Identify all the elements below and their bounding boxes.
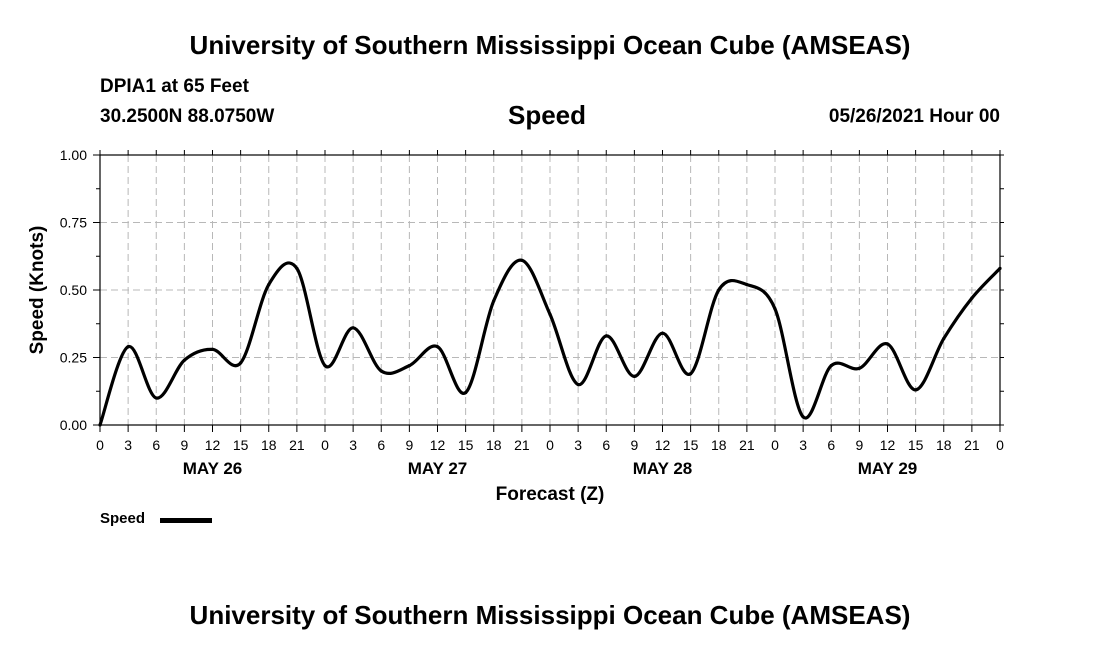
speed-data-point [267, 283, 271, 287]
page-title-top: University of Southern Mississippi Ocean… [189, 30, 911, 60]
x-tick-label: 15 [233, 437, 249, 453]
x-tick-label: 9 [180, 437, 188, 453]
x-tick-label: 3 [574, 437, 582, 453]
speed-data-point [295, 266, 299, 270]
speed-data-point [323, 364, 327, 368]
speed-data-point [464, 391, 468, 395]
day-label: MAY 26 [183, 459, 243, 478]
x-axis-label: Forecast (Z) [496, 484, 605, 505]
x-tick-label: 18 [936, 437, 952, 453]
day-label: MAY 27 [408, 459, 468, 478]
x-tick-label: 6 [602, 437, 610, 453]
y-tick-label: 0.00 [60, 417, 87, 433]
speed-data-point [632, 374, 636, 378]
speed-data-point [773, 307, 777, 311]
speed-data-point [379, 369, 383, 373]
x-tick-label: 18 [486, 437, 502, 453]
x-tick-label: 21 [739, 437, 755, 453]
x-tick-label: 6 [827, 437, 835, 453]
speed-data-point [520, 258, 524, 262]
x-tick-label: 15 [458, 437, 474, 453]
speed-data-point [576, 382, 580, 387]
x-tick-label: 3 [124, 437, 132, 453]
x-tick-label: 18 [261, 437, 277, 453]
speed-data-point [829, 364, 833, 368]
speed-data-point [604, 334, 608, 338]
speed-data-point [689, 372, 693, 376]
x-tick-label: 21 [514, 437, 530, 453]
x-tick-label: 12 [880, 437, 896, 453]
speed-data-point [970, 296, 974, 300]
y-axis-label: Speed (Knots) [27, 226, 48, 355]
speed-data-point [351, 326, 355, 330]
speed-data-point [154, 396, 158, 400]
x-tick-label: 12 [655, 437, 671, 453]
x-tick-label: 9 [405, 437, 413, 453]
coordinates-label: 30.2500N 88.0750W [100, 106, 275, 127]
speed-data-point [182, 358, 186, 362]
forecast-date-label: 05/26/2021 Hour 00 [828, 106, 1000, 127]
speed-data-point [98, 423, 102, 427]
speed-data-point [548, 312, 552, 316]
x-tick-label: 15 [908, 437, 924, 453]
x-tick-label: 3 [349, 437, 357, 453]
legend-label: Speed [100, 510, 146, 527]
y-tick-label: 0.75 [60, 215, 87, 231]
x-tick-label: 15 [683, 437, 699, 453]
x-tick-label: 6 [152, 437, 160, 453]
speed-data-point [239, 361, 243, 365]
day-label: MAY 28 [633, 459, 693, 478]
x-tick-label: 9 [630, 437, 638, 453]
x-tick-label: 0 [996, 437, 1004, 453]
speed-data-point [435, 345, 440, 349]
speed-data-point [492, 299, 496, 303]
speed-data-point [717, 288, 721, 292]
speed-data-point [998, 266, 1002, 270]
speed-data-point [942, 337, 946, 341]
speed-data-point [857, 366, 861, 370]
speed-data-point [210, 347, 215, 351]
y-tick-label: 1.00 [60, 147, 87, 163]
speed-data-point [801, 415, 805, 419]
page-title-bottom: University of Southern Mississippi Ocean… [189, 600, 911, 630]
x-tick-label: 0 [546, 437, 554, 453]
day-label: MAY 29 [858, 459, 918, 478]
speed-data-point [885, 342, 890, 346]
chart-title: Speed [508, 100, 587, 130]
legend-swatch [160, 518, 212, 523]
x-tick-label: 12 [205, 437, 221, 453]
x-tick-label: 0 [771, 437, 779, 453]
x-tick-label: 12 [430, 437, 446, 453]
speed-data-point [745, 283, 749, 287]
x-tick-label: 6 [377, 437, 385, 453]
x-tick-label: 0 [96, 437, 104, 453]
x-tick-label: 0 [321, 437, 329, 453]
x-tick-label: 21 [964, 437, 980, 453]
speed-data-point [407, 364, 411, 368]
station-label: DPIA1 at 65 Feet [100, 76, 249, 97]
x-tick-label: 3 [799, 437, 807, 453]
speed-data-point [914, 388, 918, 392]
y-tick-label: 0.25 [60, 350, 87, 366]
speed-data-point [660, 331, 665, 335]
speed-data-point [126, 345, 130, 349]
x-tick-label: 9 [855, 437, 863, 453]
y-tick-label: 0.50 [60, 282, 87, 298]
x-tick-label: 18 [711, 437, 727, 453]
x-tick-label: 21 [289, 437, 305, 453]
speed-series-line [98, 258, 1002, 426]
